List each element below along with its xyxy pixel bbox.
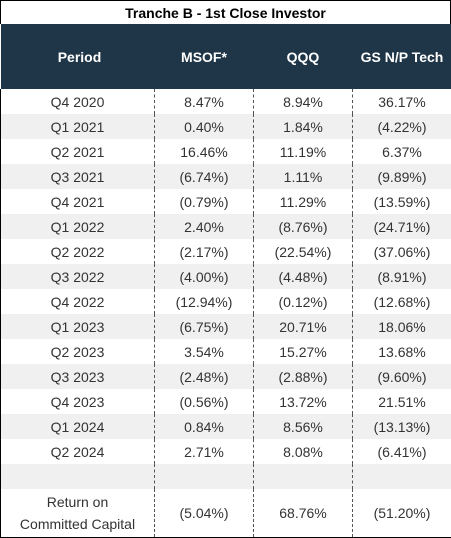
cell-gs: (24.71%) [353,214,451,239]
cell-gs: 13.68% [353,339,451,364]
table-row: Q2 2022 (2.17%) (22.54%) (37.06%) [1,239,451,264]
table-body: Q4 2020 8.47% 8.94% 36.17% Q1 2021 0.40%… [1,89,451,538]
cell-gs: (6.41%) [353,439,451,464]
spacer-cell [254,464,353,489]
header-qqq: QQQ [254,24,353,89]
cell-gs: (8.91%) [353,264,451,289]
table-row: Q1 2024 0.84% 8.56% (13.13%) [1,414,451,439]
table-row: Q3 2023 (2.48%) (2.88%) (9.60%) [1,364,451,389]
cell-qqq: 1.11% [254,164,353,189]
spacer-cell [353,464,451,489]
cell-period: Q4 2021 [1,189,155,214]
cell-period: Q2 2021 [1,139,155,164]
returns-table: Period MSOF* QQQ GS N/P Tech Q4 2020 8.4… [0,24,451,538]
table-row: Q2 2023 3.54% 15.27% 13.68% [1,339,451,364]
total-label-line2: Committed Capital [1,513,154,535]
cell-gs: (4.22%) [353,114,451,139]
table-row: Q1 2023 (6.75%) 20.71% 18.06% [1,314,451,339]
cell-gs: 21.51% [353,389,451,414]
total-msof: (5.04%) [155,489,254,538]
cell-qqq: (2.88%) [254,364,353,389]
cell-gs: (13.59%) [353,189,451,214]
cell-period: Q1 2022 [1,214,155,239]
cell-gs: (9.89%) [353,164,451,189]
table-row: Q3 2022 (4.00%) (4.48%) (8.91%) [1,264,451,289]
cell-qqq: (8.76%) [254,214,353,239]
cell-msof: 8.47% [155,89,254,114]
cell-msof: (2.48%) [155,364,254,389]
cell-gs: (9.60%) [353,364,451,389]
cell-msof: (6.75%) [155,314,254,339]
cell-gs: (12.68%) [353,289,451,314]
cell-qqq: 8.94% [254,89,353,114]
cell-period: Q3 2021 [1,164,155,189]
table-title: Tranche B - 1st Close Investor [0,0,451,24]
table-row: Q4 2020 8.47% 8.94% 36.17% [1,89,451,114]
cell-msof: 2.40% [155,214,254,239]
cell-qqq: (22.54%) [254,239,353,264]
table-row: Q4 2023 (0.56%) 13.72% 21.51% [1,389,451,414]
cell-period: Q4 2020 [1,89,155,114]
cell-qqq: 20.71% [254,314,353,339]
spacer-row [1,464,451,489]
cell-period: Q4 2022 [1,289,155,314]
table-row: Q4 2021 (0.79%) 11.29% (13.59%) [1,189,451,214]
cell-msof: (0.79%) [155,189,254,214]
total-label-cell: Return on Committed Capital [1,489,155,538]
cell-qqq: 11.19% [254,139,353,164]
cell-period: Q1 2021 [1,114,155,139]
total-label-line1: Return on [1,491,154,513]
cell-period: Q1 2023 [1,314,155,339]
cell-period: Q1 2024 [1,414,155,439]
total-gs: (51.20%) [353,489,451,538]
cell-qqq: 15.27% [254,339,353,364]
cell-qqq: 8.56% [254,414,353,439]
cell-period: Q3 2023 [1,364,155,389]
cell-msof: (6.74%) [155,164,254,189]
cell-period: Q2 2023 [1,339,155,364]
table-row: Q3 2021 (6.74%) 1.11% (9.89%) [1,164,451,189]
cell-msof: 0.84% [155,414,254,439]
cell-period: Q4 2023 [1,389,155,414]
table-row: Q2 2021 16.46% 11.19% 6.37% [1,139,451,164]
total-qqq: 68.76% [254,489,353,538]
cell-qqq: 13.72% [254,389,353,414]
cell-msof: (2.17%) [155,239,254,264]
cell-msof: 0.40% [155,114,254,139]
header-gs-np-tech: GS N/P Tech [353,24,451,89]
cell-msof: (12.94%) [155,289,254,314]
cell-msof: 2.71% [155,439,254,464]
header-msof: MSOF* [155,24,254,89]
spacer-cell [1,464,155,489]
table-row: Q2 2024 2.71% 8.08% (6.41%) [1,439,451,464]
header-period: Period [1,24,155,89]
cell-qqq: 8.08% [254,439,353,464]
cell-qqq: (0.12%) [254,289,353,314]
table-row: Q4 2022 (12.94%) (0.12%) (12.68%) [1,289,451,314]
cell-period: Q2 2024 [1,439,155,464]
total-row: Return on Committed Capital (5.04%) 68.7… [1,489,451,538]
cell-msof: 3.54% [155,339,254,364]
table-row: Q1 2021 0.40% 1.84% (4.22%) [1,114,451,139]
cell-qqq: (4.48%) [254,264,353,289]
cell-period: Q3 2022 [1,264,155,289]
cell-msof: (0.56%) [155,389,254,414]
cell-qqq: 11.29% [254,189,353,214]
header-row: Period MSOF* QQQ GS N/P Tech [1,24,451,89]
cell-period: Q2 2022 [1,239,155,264]
cell-msof: 16.46% [155,139,254,164]
spacer-cell [155,464,254,489]
cell-qqq: 1.84% [254,114,353,139]
cell-gs: (13.13%) [353,414,451,439]
cell-gs: 36.17% [353,89,451,114]
cell-msof: (4.00%) [155,264,254,289]
cell-gs: 18.06% [353,314,451,339]
table-row: Q1 2022 2.40% (8.76%) (24.71%) [1,214,451,239]
cell-gs: (37.06%) [353,239,451,264]
cell-gs: 6.37% [353,139,451,164]
